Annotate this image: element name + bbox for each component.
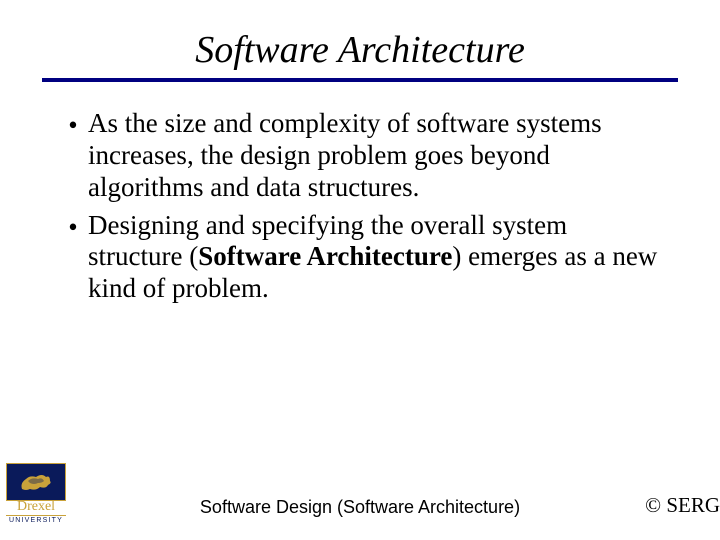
footer-copyright: © SERG [645, 493, 720, 518]
title-rule [42, 78, 678, 82]
footer-center-text: Software Design (Software Architecture) [200, 497, 520, 518]
bullet-dot-icon: • [58, 108, 88, 142]
bullet-2: • Designing and specifying the overall s… [58, 210, 662, 306]
slide-title: Software Architecture [40, 28, 680, 72]
content-area: • As the size and complexity of software… [40, 108, 680, 305]
bullet-dot-icon: • [58, 210, 88, 244]
dragon-icon [16, 469, 56, 495]
logo-name: Drexel [6, 500, 66, 514]
logo-sub: UNIVERSITY [6, 515, 66, 524]
slide: Software Architecture • As the size and … [0, 0, 720, 540]
footer: Drexel UNIVERSITY Software Design (Softw… [0, 474, 720, 524]
bullet-1: • As the size and complexity of software… [58, 108, 662, 204]
university-logo: Drexel UNIVERSITY [6, 463, 66, 524]
bullet-2-bold: Software Architecture [198, 241, 452, 271]
bullet-2-text: Designing and specifying the overall sys… [88, 210, 662, 306]
logo-badge [6, 463, 66, 501]
bullet-1-text: As the size and complexity of software s… [88, 108, 662, 204]
